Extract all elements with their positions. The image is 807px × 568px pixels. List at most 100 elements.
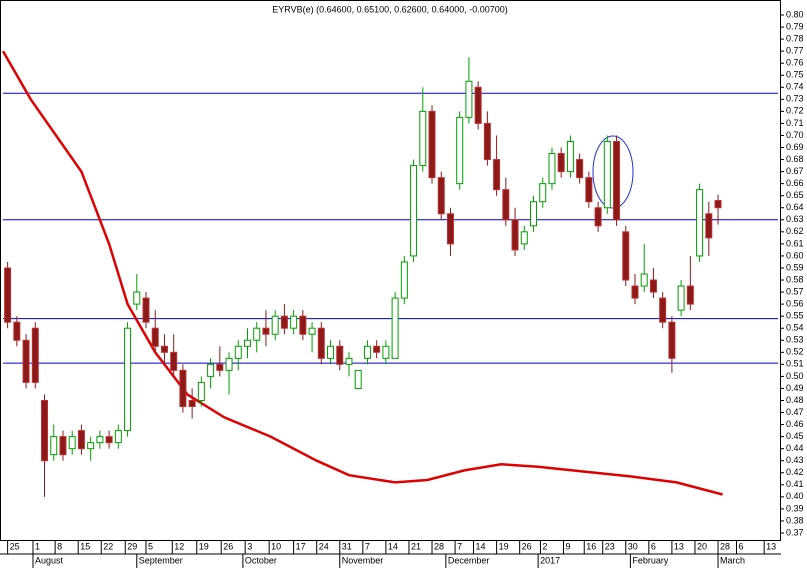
- y-tick-label: 0.72: [786, 106, 804, 116]
- x-tick-label: 31: [342, 541, 352, 551]
- highlight-circle: [592, 135, 634, 209]
- candle-body: [336, 345, 344, 365]
- x-tick-label: 20: [697, 541, 707, 551]
- candle-body: [530, 201, 538, 227]
- candle-body: [151, 327, 159, 347]
- candle-body: [4, 267, 12, 323]
- candle-body: [428, 110, 436, 179]
- candle-body: [446, 213, 454, 245]
- y-tick-label: 0.52: [786, 347, 804, 357]
- candle-body: [197, 381, 205, 401]
- candle-body: [548, 153, 556, 185]
- candle-body: [419, 110, 427, 167]
- month-label: November: [342, 555, 384, 565]
- x-tick-label: 3: [247, 541, 252, 551]
- month-label: February: [632, 555, 669, 565]
- x-tick-label: 13: [766, 541, 776, 551]
- candle-body: [677, 285, 685, 311]
- candle-body: [13, 321, 21, 341]
- candle-body: [124, 327, 132, 432]
- x-tick-label: 25: [10, 541, 20, 551]
- candle-body: [483, 122, 491, 161]
- y-tick-label: 0.55: [786, 311, 804, 321]
- candle-body: [511, 219, 519, 251]
- candle-body: [696, 189, 704, 257]
- y-tick-label: 0.56: [786, 298, 804, 308]
- x-tick-label: 29: [127, 541, 137, 551]
- x-tick-label: 6: [738, 541, 743, 551]
- candle-body: [160, 345, 168, 353]
- y-tick-label: 0.47: [786, 407, 804, 417]
- y-tick-label: 0.42: [786, 467, 804, 477]
- y-tick-label: 0.80: [786, 9, 804, 19]
- candle-body: [603, 140, 611, 209]
- candle-body: [271, 315, 279, 335]
- x-tick-label: 21: [411, 541, 421, 551]
- candle-body: [188, 399, 196, 408]
- y-tick-label: 0.63: [786, 214, 804, 224]
- candle-body: [345, 357, 353, 365]
- month-label: December: [448, 555, 490, 565]
- candle-body: [649, 279, 657, 293]
- y-tick-label: 0.68: [786, 154, 804, 164]
- candle-body: [179, 369, 187, 408]
- candle-body: [253, 327, 261, 341]
- chart-title: EYRVB(e) (0.64600, 0.65100, 0.62600, 0.6…: [272, 4, 508, 14]
- x-tick-label: 23: [605, 541, 615, 551]
- x-tick-label: 7: [457, 541, 462, 551]
- x-tick-label: 7: [365, 541, 370, 551]
- x-tick-label: 2: [542, 541, 547, 551]
- x-tick-label: 17: [296, 541, 306, 551]
- candle-body: [243, 339, 251, 347]
- y-tick-label: 0.58: [786, 274, 804, 284]
- candle-body: [622, 231, 630, 281]
- candle-body: [363, 345, 371, 359]
- y-tick-label: 0.59: [786, 262, 804, 272]
- x-tick-label: 26: [223, 541, 233, 551]
- candle-body: [668, 321, 676, 359]
- y-tick-label: 0.49: [786, 383, 804, 393]
- y-tick-label: 0.44: [786, 443, 804, 453]
- candle-body: [520, 231, 528, 245]
- candle-body: [594, 207, 602, 227]
- y-tick-label: 0.37: [786, 527, 804, 537]
- candle-body: [714, 200, 722, 209]
- candle-body: [539, 183, 547, 203]
- y-tick-label: 0.61: [786, 238, 804, 248]
- y-tick-label: 0.38: [786, 515, 804, 525]
- candle-body: [437, 177, 445, 215]
- y-tick-label: 0.74: [786, 82, 804, 92]
- candle-body: [280, 315, 288, 329]
- x-tick-label: 26: [522, 541, 532, 551]
- y-tick-label: 0.60: [786, 250, 804, 260]
- candle-body: [465, 80, 473, 118]
- candle-body: [22, 339, 30, 383]
- x-tick-label: 30: [628, 541, 638, 551]
- y-tick-label: 0.54: [786, 323, 804, 333]
- candle-body: [50, 436, 58, 456]
- y-tick-label: 0.66: [786, 178, 804, 188]
- candle-body: [391, 297, 399, 359]
- candle-body: [142, 297, 150, 323]
- y-tick-label: 0.48: [786, 395, 804, 405]
- candle-body: [133, 291, 141, 305]
- candle-body: [640, 273, 648, 287]
- candle-body: [216, 363, 224, 371]
- y-tick-label: 0.57: [786, 286, 804, 296]
- month-label: August: [35, 555, 64, 565]
- candle-body: [87, 442, 95, 450]
- x-tick-label: 9: [565, 541, 570, 551]
- candle-body: [77, 430, 85, 450]
- candle-body: [410, 165, 418, 257]
- candle-body: [474, 86, 482, 124]
- y-tick-label: 0.70: [786, 130, 804, 140]
- x-tick-label: 16: [586, 541, 596, 551]
- candle-body: [576, 159, 584, 179]
- x-tick-label: 14: [388, 541, 398, 551]
- candle-body: [207, 363, 215, 377]
- month-label: 2017: [540, 555, 560, 565]
- month-label: September: [139, 555, 183, 565]
- candle-body: [373, 345, 381, 353]
- x-tick-label: 6: [651, 541, 656, 551]
